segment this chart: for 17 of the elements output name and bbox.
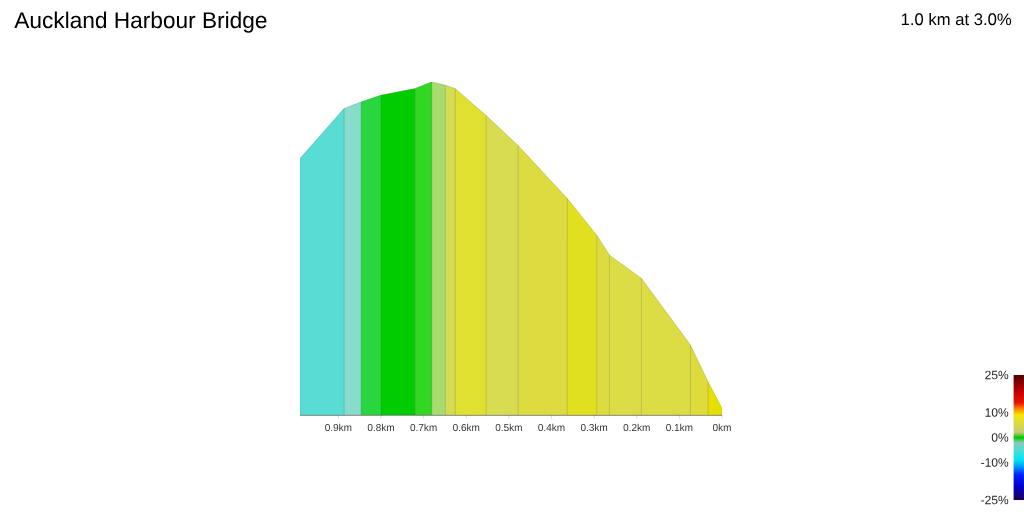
color-bar-label: 25%	[985, 370, 1009, 380]
x-tick-label: 0.9km	[325, 423, 352, 432]
x-tick-label: 0.2km	[623, 423, 650, 432]
x-tick-label: 0km	[712, 423, 731, 432]
text: 1.0 km at 3.0%	[901, 12, 1012, 26]
color-bar-label: -25%	[981, 495, 1009, 505]
x-tick-label: 0.1km	[666, 423, 693, 432]
color-bar-label: 10%	[985, 408, 1009, 417]
x-tick-label: 0.7km	[410, 423, 437, 432]
color-bar-label: -10%	[981, 458, 1009, 467]
x-tick-label: 0.4km	[538, 423, 565, 432]
x-tick-label: 0.8km	[367, 423, 394, 432]
x-tick-label: 0.3km	[580, 423, 608, 432]
color-bar-label: 0%	[991, 433, 1009, 442]
chart-title: Auckland Harbour Bridge	[14, 11, 267, 33]
x-tick-label: 0.6km	[453, 423, 480, 432]
x-tick-label: 0.5km	[495, 423, 522, 432]
